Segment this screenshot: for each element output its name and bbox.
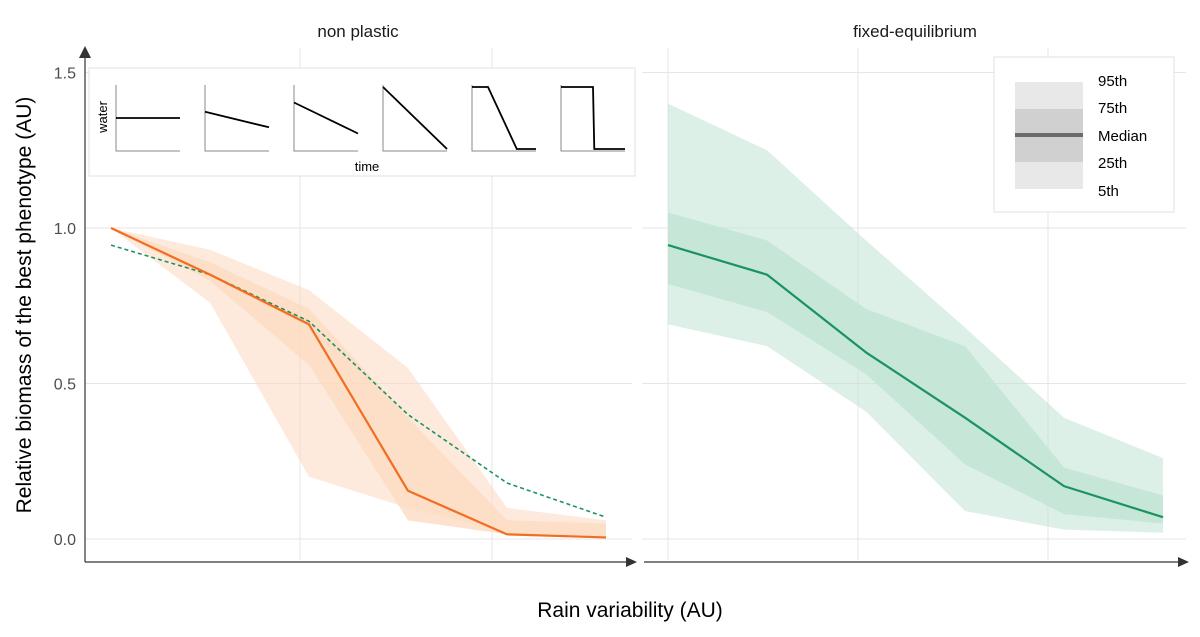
- y-tick-labels: 0.0 0.5 1.0 1.5: [54, 66, 76, 550]
- inset-panel-slight-slope: [204, 85, 270, 152]
- legend-label-median: Median: [1098, 128, 1147, 145]
- x-axis-left-arrow: [626, 557, 637, 567]
- facet-title-right: fixed-equilibrium: [853, 22, 977, 41]
- inset-box: [88, 67, 636, 177]
- band-25-75-right: [668, 212, 1163, 524]
- inset-panel-moderate-slope: [293, 85, 359, 152]
- y-axis-arrow: [79, 46, 91, 58]
- band-25-75-left: [111, 228, 606, 539]
- inset-xlabel: time: [355, 159, 380, 174]
- median-line-left: [110, 227, 607, 539]
- scenario-inset: water time: [88, 67, 636, 177]
- x-axis-right-arrow: [1178, 557, 1189, 567]
- axes: [79, 46, 1189, 567]
- panel-left-marks: [110, 227, 607, 539]
- inset-curve: [561, 86, 625, 150]
- inset-axes: [293, 85, 358, 152]
- percentile-legend: 95th 75th Median 25th 5th: [993, 56, 1175, 213]
- inset-curve: [204, 110, 270, 129]
- inset-axes: [382, 85, 447, 152]
- y-tick-label: 1.5: [54, 66, 76, 83]
- y-tick-label: 1.0: [54, 221, 76, 238]
- inset-axes: [471, 85, 536, 152]
- inset-curve: [293, 101, 359, 135]
- panel-right-marks: [667, 103, 1164, 533]
- inset-panel-steep-slope: [382, 85, 448, 152]
- legend-label-25th: 25th: [1098, 155, 1127, 172]
- inset-curve: [382, 86, 448, 150]
- facet-title-left: non plastic: [317, 22, 399, 41]
- x-axis-title: Rain variability (AU): [537, 599, 723, 622]
- legend-label-75th: 75th: [1098, 100, 1127, 117]
- inset-curve: [472, 86, 536, 150]
- inset-panel-step-drop: [560, 85, 625, 152]
- inset-axes: [115, 85, 180, 152]
- median-line-right: [667, 244, 1164, 519]
- inset-panel-delayed-drop: [471, 85, 536, 152]
- inset-ylabel: water: [95, 100, 110, 133]
- y-tick-label: 0.5: [54, 377, 76, 394]
- inset-axes: [560, 85, 625, 152]
- y-tick-label: 0.0: [54, 532, 76, 549]
- y-axis-title: Relative biomass of the best phenotype (…: [13, 97, 36, 514]
- reference-dashed-line: [110, 244, 607, 518]
- band-5-95-right: [668, 103, 1163, 533]
- inset-panels: [115, 85, 625, 152]
- legend-label-95th: 95th: [1098, 73, 1127, 90]
- inset-axes: [204, 85, 269, 152]
- inset-panel-flat: [115, 85, 180, 152]
- legend-label-5th: 5th: [1098, 183, 1119, 200]
